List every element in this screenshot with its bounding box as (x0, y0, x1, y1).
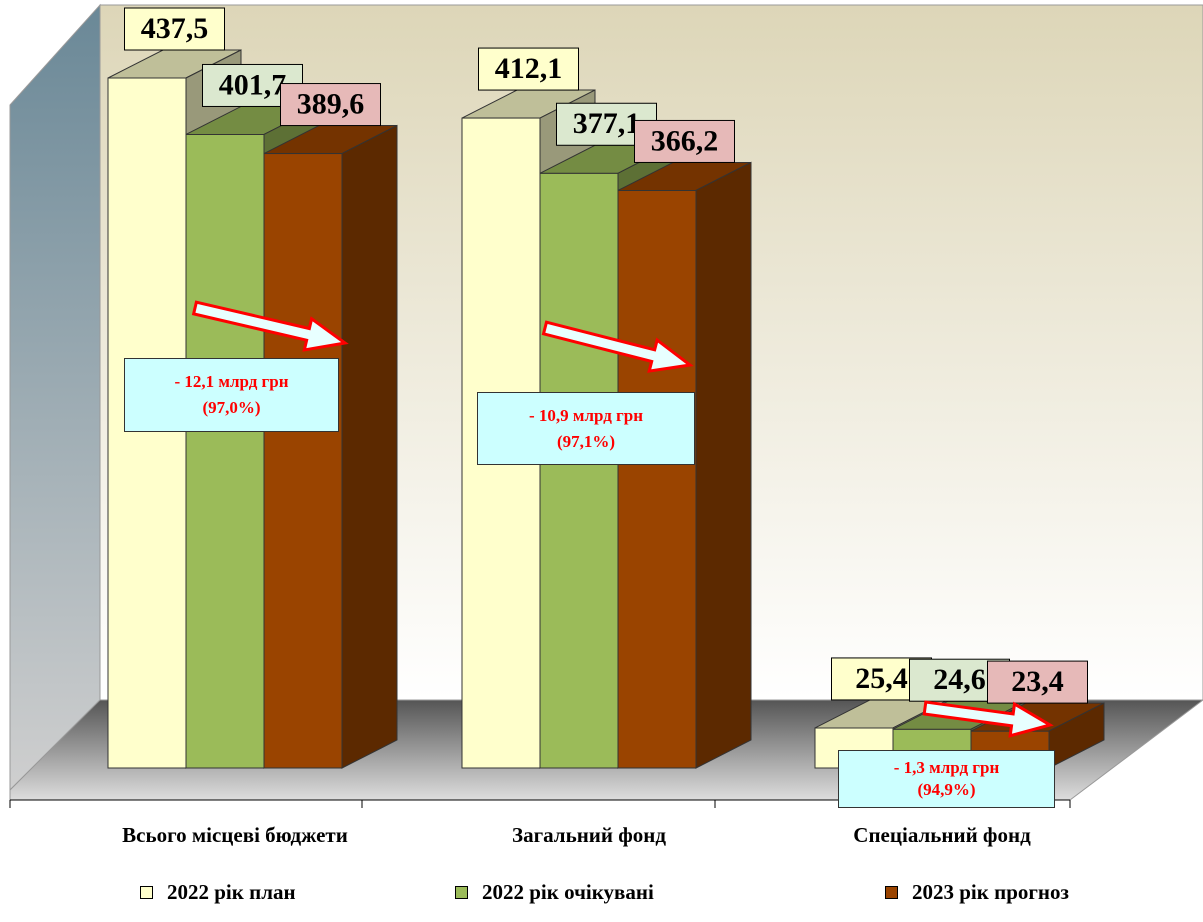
bar-side (341, 124, 398, 769)
value-label: 401,7 (219, 68, 287, 101)
legend-swatch (455, 886, 468, 899)
annotation-line: (94,9%) (917, 780, 976, 799)
value-label: 412,1 (495, 52, 563, 85)
legend-item: 2023 рік прогноз (885, 880, 1069, 905)
annotation-line: (97,0%) (202, 398, 261, 417)
x-tick-label: Спеціальний фонд (853, 823, 1031, 847)
value-label-box (987, 660, 1088, 704)
bar (539, 172, 619, 769)
value-label-box (634, 119, 735, 163)
value-label-box (280, 83, 381, 127)
value-label: 389,6 (297, 87, 365, 120)
value-label: 437,5 (141, 12, 209, 45)
bar (185, 133, 265, 769)
annotation-line: (97,1%) (556, 431, 616, 451)
value-label: 24,6 (933, 663, 986, 696)
legend-item: 2022 рік план (140, 880, 296, 905)
value-label: 25,4 (855, 662, 908, 695)
annotation-line: - 10,9 млрд грн (528, 405, 644, 425)
bar (263, 153, 343, 769)
legend-label: 2022 рік план (167, 880, 296, 904)
legend-label: 2022 рік очікувані (482, 880, 654, 904)
legend-item: 2022 рік очікувані (455, 880, 654, 905)
side-wall (9, 3, 101, 792)
annotation: - 10,9 млрд грн (97,1%) (477, 392, 695, 465)
arrow (541, 320, 694, 373)
bar-side (695, 161, 752, 769)
x-tick-label: Загальний фонд (512, 823, 666, 847)
arrow (922, 700, 1054, 738)
value-label-box (478, 47, 579, 91)
legend-swatch (885, 886, 898, 899)
value-label: 366,2 (651, 124, 719, 157)
arrow (191, 300, 349, 352)
value-label: 23,4 (1011, 665, 1064, 698)
annotation: - 12,1 млрд грн (97,0%) (124, 358, 339, 432)
bar (617, 189, 697, 769)
legend-label: 2023 рік прогноз (912, 880, 1069, 904)
value-label: 377,1 (573, 107, 641, 140)
x-tick-label: Всього місцеві бюджети (122, 823, 348, 847)
legend-swatch (140, 886, 153, 899)
annotation-line: - 1,3 млрд грн (893, 758, 1000, 777)
annotation: - 1,3 млрд грн (94,9%) (838, 750, 1055, 808)
annotation-line: - 12,1 млрд грн (174, 372, 289, 391)
value-label-box (124, 7, 225, 51)
